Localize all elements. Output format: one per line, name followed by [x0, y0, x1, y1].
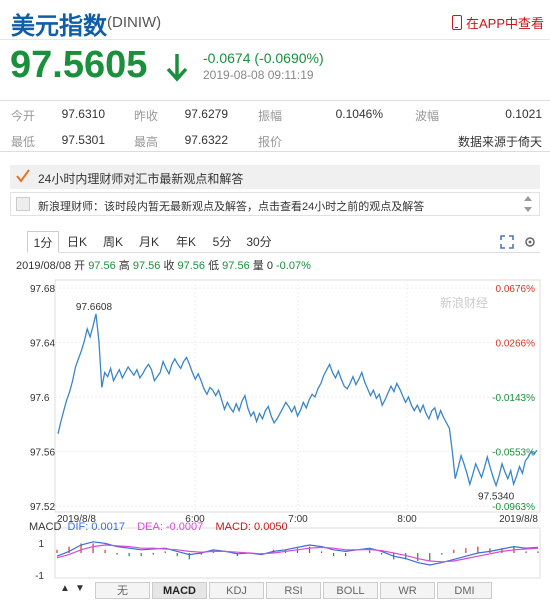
stats-table: 今开 97.6310 昨收 97.6279 振幅 0.1046% 波幅 0.10… — [0, 100, 550, 152]
ohlc-low: 97.56 — [222, 260, 250, 272]
dea-line — [56, 544, 539, 563]
macd-value: MACD: 0.0050 — [215, 521, 288, 533]
grid — [55, 280, 540, 512]
fullscreen-icon[interactable] — [500, 235, 514, 249]
pct-axis: 0.0676% 0.0266% -0.0143% -0.0553% -0.0963% — [492, 284, 535, 513]
y-tick-label: 97.56 — [30, 448, 55, 459]
low-annotation: 97.5340 — [478, 492, 515, 503]
stat-label: 波幅 — [415, 109, 440, 123]
tab-5min[interactable]: 5分 — [212, 235, 232, 249]
tab-daily-k[interactable]: 日K — [66, 235, 87, 249]
indicator-kdj-button[interactable]: KDJ — [209, 582, 264, 599]
view-in-app-link[interactable]: 在APP中查看 — [451, 13, 544, 32]
tab-yearly-k[interactable]: 年K — [175, 235, 196, 249]
settings-icon[interactable] — [524, 236, 536, 248]
x-tick-label: 7:00 — [288, 514, 308, 525]
advisor-news-header[interactable]: 24小时内理财师对汇市最新观点和解答 — [10, 165, 540, 189]
x-tick-label: 6:00 — [185, 514, 205, 525]
stat-value: 0.1021 — [505, 107, 542, 121]
ohlc-open: 97.56 — [88, 260, 116, 272]
pct-tick-label: -0.0553% — [492, 448, 535, 459]
indicator-dmi-button[interactable]: DMI — [437, 582, 492, 599]
stat-label: 最高 — [134, 135, 159, 149]
advisor-news-item[interactable]: 新浪理财师：该时段内暂无最新观点及解答，点击查看24小时之前的观点及解答 — [10, 192, 540, 216]
stat-label: 最低 — [11, 135, 36, 149]
ohlc-close-label: 收 — [163, 260, 175, 272]
indicator-rsi-button[interactable]: RSI — [266, 582, 321, 599]
x-tick-label: 2019/8/8 — [499, 514, 538, 525]
macd-dea: DEA: -0.0007 — [137, 521, 204, 533]
header: 美元指数 (DINIW) 在APP中查看 — [0, 0, 550, 40]
ohlc-summary: 2019/08/08 开 97.56 高 97.56 收 97.56 低 97.… — [16, 257, 311, 273]
pct-tick-label: 0.0266% — [496, 339, 536, 350]
indicator-none-button[interactable]: 无 — [95, 582, 150, 599]
macd-legend: MACD DIF: 0.0017 DEA: -0.0007 MACD: 0.00… — [29, 521, 288, 533]
tab-30min[interactable]: 30分 — [246, 235, 272, 249]
ohlc-high-label: 高 — [118, 260, 130, 272]
ohlc-pct: -0.07% — [276, 260, 311, 272]
page-title: 美元指数 — [11, 13, 107, 40]
watermark: 新浪财经 — [440, 295, 488, 310]
quote-timestamp: 2019-08-08 09:11:19 — [203, 68, 314, 82]
ohlc-open-label: 开 — [74, 260, 86, 272]
tab-monthly-k[interactable]: 月K — [138, 235, 159, 249]
ohlc-high: 97.56 — [132, 260, 161, 272]
macd-name: MACD — [29, 521, 62, 533]
stat-label: 今开 — [11, 109, 36, 123]
stat-value: 97.6279 — [184, 107, 228, 121]
x-axis: 2019/8/8 6:00 7:00 8:00 2019/8/8 — [57, 514, 538, 525]
indicator-macd-button[interactable]: MACD — [152, 582, 207, 599]
macd-ytick: 1 — [38, 539, 44, 550]
current-price: 97.5605 — [10, 44, 148, 86]
advisor-news-title: 24小时内理财师对汇市最新观点和解答 — [38, 172, 244, 186]
indicator-wr-button[interactable]: WR — [380, 582, 435, 599]
stat-value: 97.6322 — [184, 133, 228, 147]
scroll-down-button[interactable]: ▼ — [75, 583, 85, 594]
y-tick-label: 97.64 — [30, 339, 55, 350]
stat-label: 振幅 — [258, 109, 283, 123]
y-axis: 97.68 97.64 97.6 97.56 97.52 — [30, 284, 55, 513]
y-tick-label: 97.6 — [30, 393, 50, 404]
y-tick-label: 97.52 — [30, 502, 55, 513]
tab-weekly-k[interactable]: 周K — [102, 235, 123, 249]
view-in-app-label: 在APP中查看 — [465, 16, 544, 31]
avatar — [16, 197, 30, 211]
macd-ytick: -1 — [35, 571, 44, 580]
high-annotation: 97.6608 — [76, 302, 113, 313]
stat-value: 97.5301 — [61, 133, 105, 147]
advisor-news-text: 新浪理财师：该时段内暂无最新观点及解答，点击查看24小时之前的观点及解答 — [38, 201, 425, 213]
data-source: 数据来源于倚天 — [457, 135, 542, 149]
ohlc-low-label: 低 — [208, 260, 220, 272]
indicator-boll-button[interactable]: BOLL — [323, 582, 378, 599]
dif-line — [56, 541, 539, 566]
stat-label: 报价 — [258, 135, 283, 149]
x-tick-label: 2019/8/8 — [57, 514, 96, 525]
macd-dif: DIF: 0.0017 — [67, 521, 125, 533]
ohlc-date: 2019/08/08 — [16, 260, 72, 272]
stat-value: 97.6310 — [61, 107, 105, 121]
scroll-up-button[interactable]: ▲ — [60, 583, 70, 594]
pct-tick-label: -0.0963% — [492, 502, 535, 513]
arrow-down-icon — [166, 54, 188, 82]
check-icon — [16, 169, 30, 183]
price-change: -0.0674 (-0.0690%) — [203, 50, 324, 66]
pct-tick-label: 0.0676% — [496, 284, 536, 295]
x-tick-label: 8:00 — [397, 514, 417, 525]
ohlc-vol-label: 量 — [252, 260, 264, 272]
phone-icon — [451, 15, 462, 30]
symbol-code: (DINIW) — [107, 14, 162, 31]
ohlc-close: 97.56 — [177, 260, 206, 272]
pct-tick-label: -0.0143% — [492, 393, 535, 404]
scroll-arrows-icon[interactable] — [523, 193, 533, 215]
price-line — [57, 313, 538, 488]
tab-1min[interactable]: 1分 — [27, 231, 59, 253]
y-tick-label: 97.68 — [30, 284, 55, 295]
stat-value: 0.1046% — [335, 107, 383, 121]
stat-label: 昨收 — [134, 109, 159, 123]
period-tabs: 1分 日K 周K 月K 年K 5分 30分 — [27, 231, 540, 253]
ohlc-volume: 0 — [266, 260, 273, 272]
